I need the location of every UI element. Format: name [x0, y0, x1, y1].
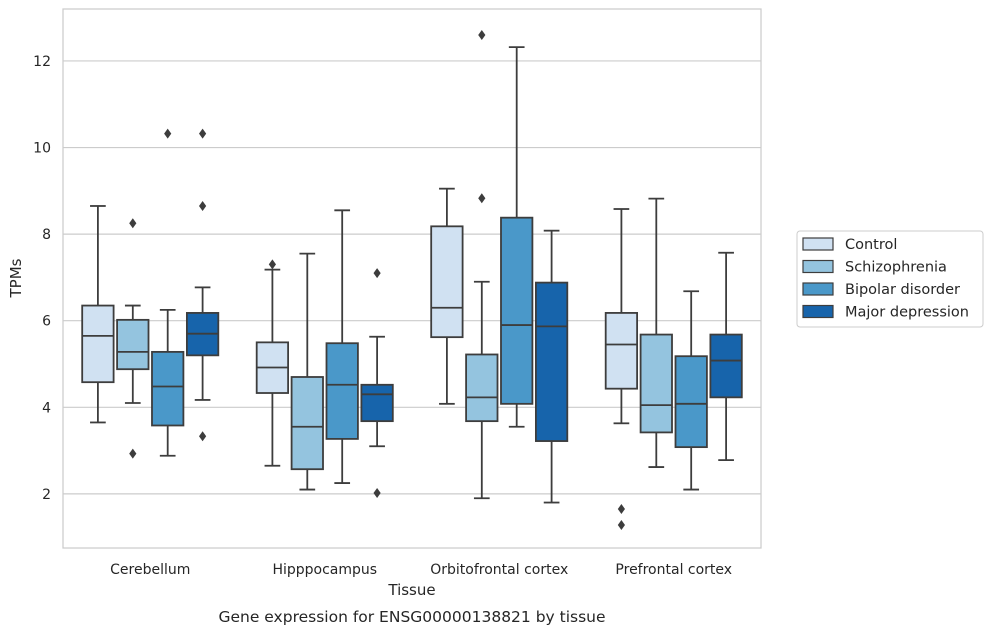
outlier-point — [617, 504, 625, 515]
x-tick-label: Orbitofrontal cortex — [430, 562, 568, 578]
outlier-point — [373, 488, 381, 499]
y-tick-label: 8 — [42, 227, 51, 243]
legend-item: Bipolar disorder — [802, 282, 960, 298]
outlier-point — [617, 520, 625, 531]
plot-frame — [62, 8, 762, 549]
legend-item: Major depression — [802, 304, 969, 321]
box-plot — [500, 46, 534, 428]
legend-label: Schizophrenia — [845, 260, 947, 276]
box-plots — [81, 29, 743, 531]
outlier-point — [129, 218, 137, 229]
outlier-point — [164, 128, 172, 139]
box-plot — [430, 187, 464, 405]
outlier-point — [199, 431, 207, 442]
box-plot — [465, 29, 499, 500]
legend-swatch — [802, 259, 834, 274]
chart-caption: Gene expression for ENSG00000138821 by t… — [218, 608, 605, 626]
outlier-point — [199, 200, 207, 211]
box-plot — [255, 259, 290, 467]
box-iqr — [709, 333, 743, 399]
x-tick-label: Cerebellum — [110, 562, 190, 578]
legend-label: Bipolar disorder — [845, 282, 960, 298]
box-iqr — [674, 355, 708, 449]
box-iqr — [604, 312, 639, 390]
box-plot — [325, 209, 359, 484]
y-tick-label: 4 — [42, 400, 51, 416]
legend-swatch — [802, 304, 834, 319]
box-iqr — [430, 225, 464, 339]
box-iqr — [325, 342, 359, 440]
box-plot — [81, 205, 115, 424]
legend-swatch — [802, 237, 834, 251]
legend-item: Control — [802, 237, 897, 253]
box-plot — [639, 197, 673, 468]
box-plot — [116, 218, 150, 459]
box-plot — [534, 229, 569, 504]
outlier-point — [478, 29, 486, 40]
x-axis-label: Tissue — [387, 581, 435, 599]
x-tick-label: Hipppocampus — [272, 562, 377, 578]
box-plot — [604, 208, 639, 531]
box-iqr — [534, 281, 569, 442]
legend-label: Control — [845, 237, 897, 253]
box-iqr — [500, 216, 534, 405]
y-tick-label: 12 — [33, 54, 51, 70]
y-ticks: 2 4 6 8 10 12 — [33, 54, 51, 503]
box-plot — [290, 252, 324, 491]
outlier-point — [373, 268, 381, 279]
box-plot — [709, 251, 743, 462]
box-iqr — [639, 333, 673, 434]
box-plot — [185, 128, 220, 442]
outlier-point — [129, 448, 137, 459]
y-tick-label: 10 — [33, 141, 51, 157]
x-tick-label: Prefrontal cortex — [615, 562, 732, 578]
box-iqr — [116, 318, 150, 371]
box-iqr — [81, 304, 115, 384]
legend-label: Major depression — [845, 305, 969, 321]
legend-swatch — [802, 282, 834, 296]
legend-item: Schizophrenia — [802, 259, 947, 276]
outlier-point — [268, 259, 276, 270]
y-axis-label: TPMs — [7, 258, 25, 298]
box-plot — [151, 128, 185, 457]
box-iqr — [290, 376, 324, 471]
box-plot — [360, 268, 394, 499]
x-ticks: Cerebellum Hipppocampus Orbitofrontal cort… — [110, 562, 732, 578]
outlier-point — [478, 193, 486, 204]
box-iqr — [360, 383, 394, 423]
box-plot — [674, 290, 708, 491]
y-tick-label: 2 — [42, 487, 51, 503]
box-iqr — [151, 350, 185, 427]
legend-frame — [796, 230, 984, 328]
outlier-point — [199, 128, 207, 139]
box-iqr — [465, 353, 499, 423]
y-tick-label: 6 — [42, 314, 51, 330]
legend: Control Schizophrenia Bipolar disorder Majo… — [796, 230, 984, 328]
